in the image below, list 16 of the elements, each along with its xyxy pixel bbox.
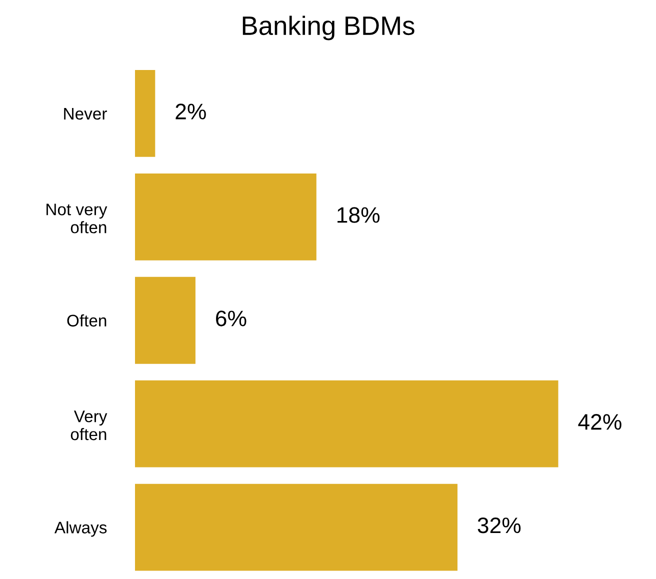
y-tick-label: Often xyxy=(67,314,106,327)
y-tick-label: Never xyxy=(64,108,107,120)
bar xyxy=(135,484,458,571)
bar xyxy=(135,380,558,468)
y-tick-label: Very often xyxy=(70,410,108,440)
data-label: 42% xyxy=(578,414,622,430)
bar xyxy=(135,173,316,260)
data-label: 2% xyxy=(176,104,206,120)
y-tick-label: Not very often xyxy=(46,204,108,234)
data-label: 6% xyxy=(216,310,246,326)
bar xyxy=(135,276,196,364)
data-label: 18% xyxy=(338,207,380,223)
y-tick-label: Always xyxy=(54,521,107,537)
chart-title: Banking BDMs xyxy=(242,16,414,40)
data-label: 32% xyxy=(478,518,521,534)
bar xyxy=(135,70,156,157)
